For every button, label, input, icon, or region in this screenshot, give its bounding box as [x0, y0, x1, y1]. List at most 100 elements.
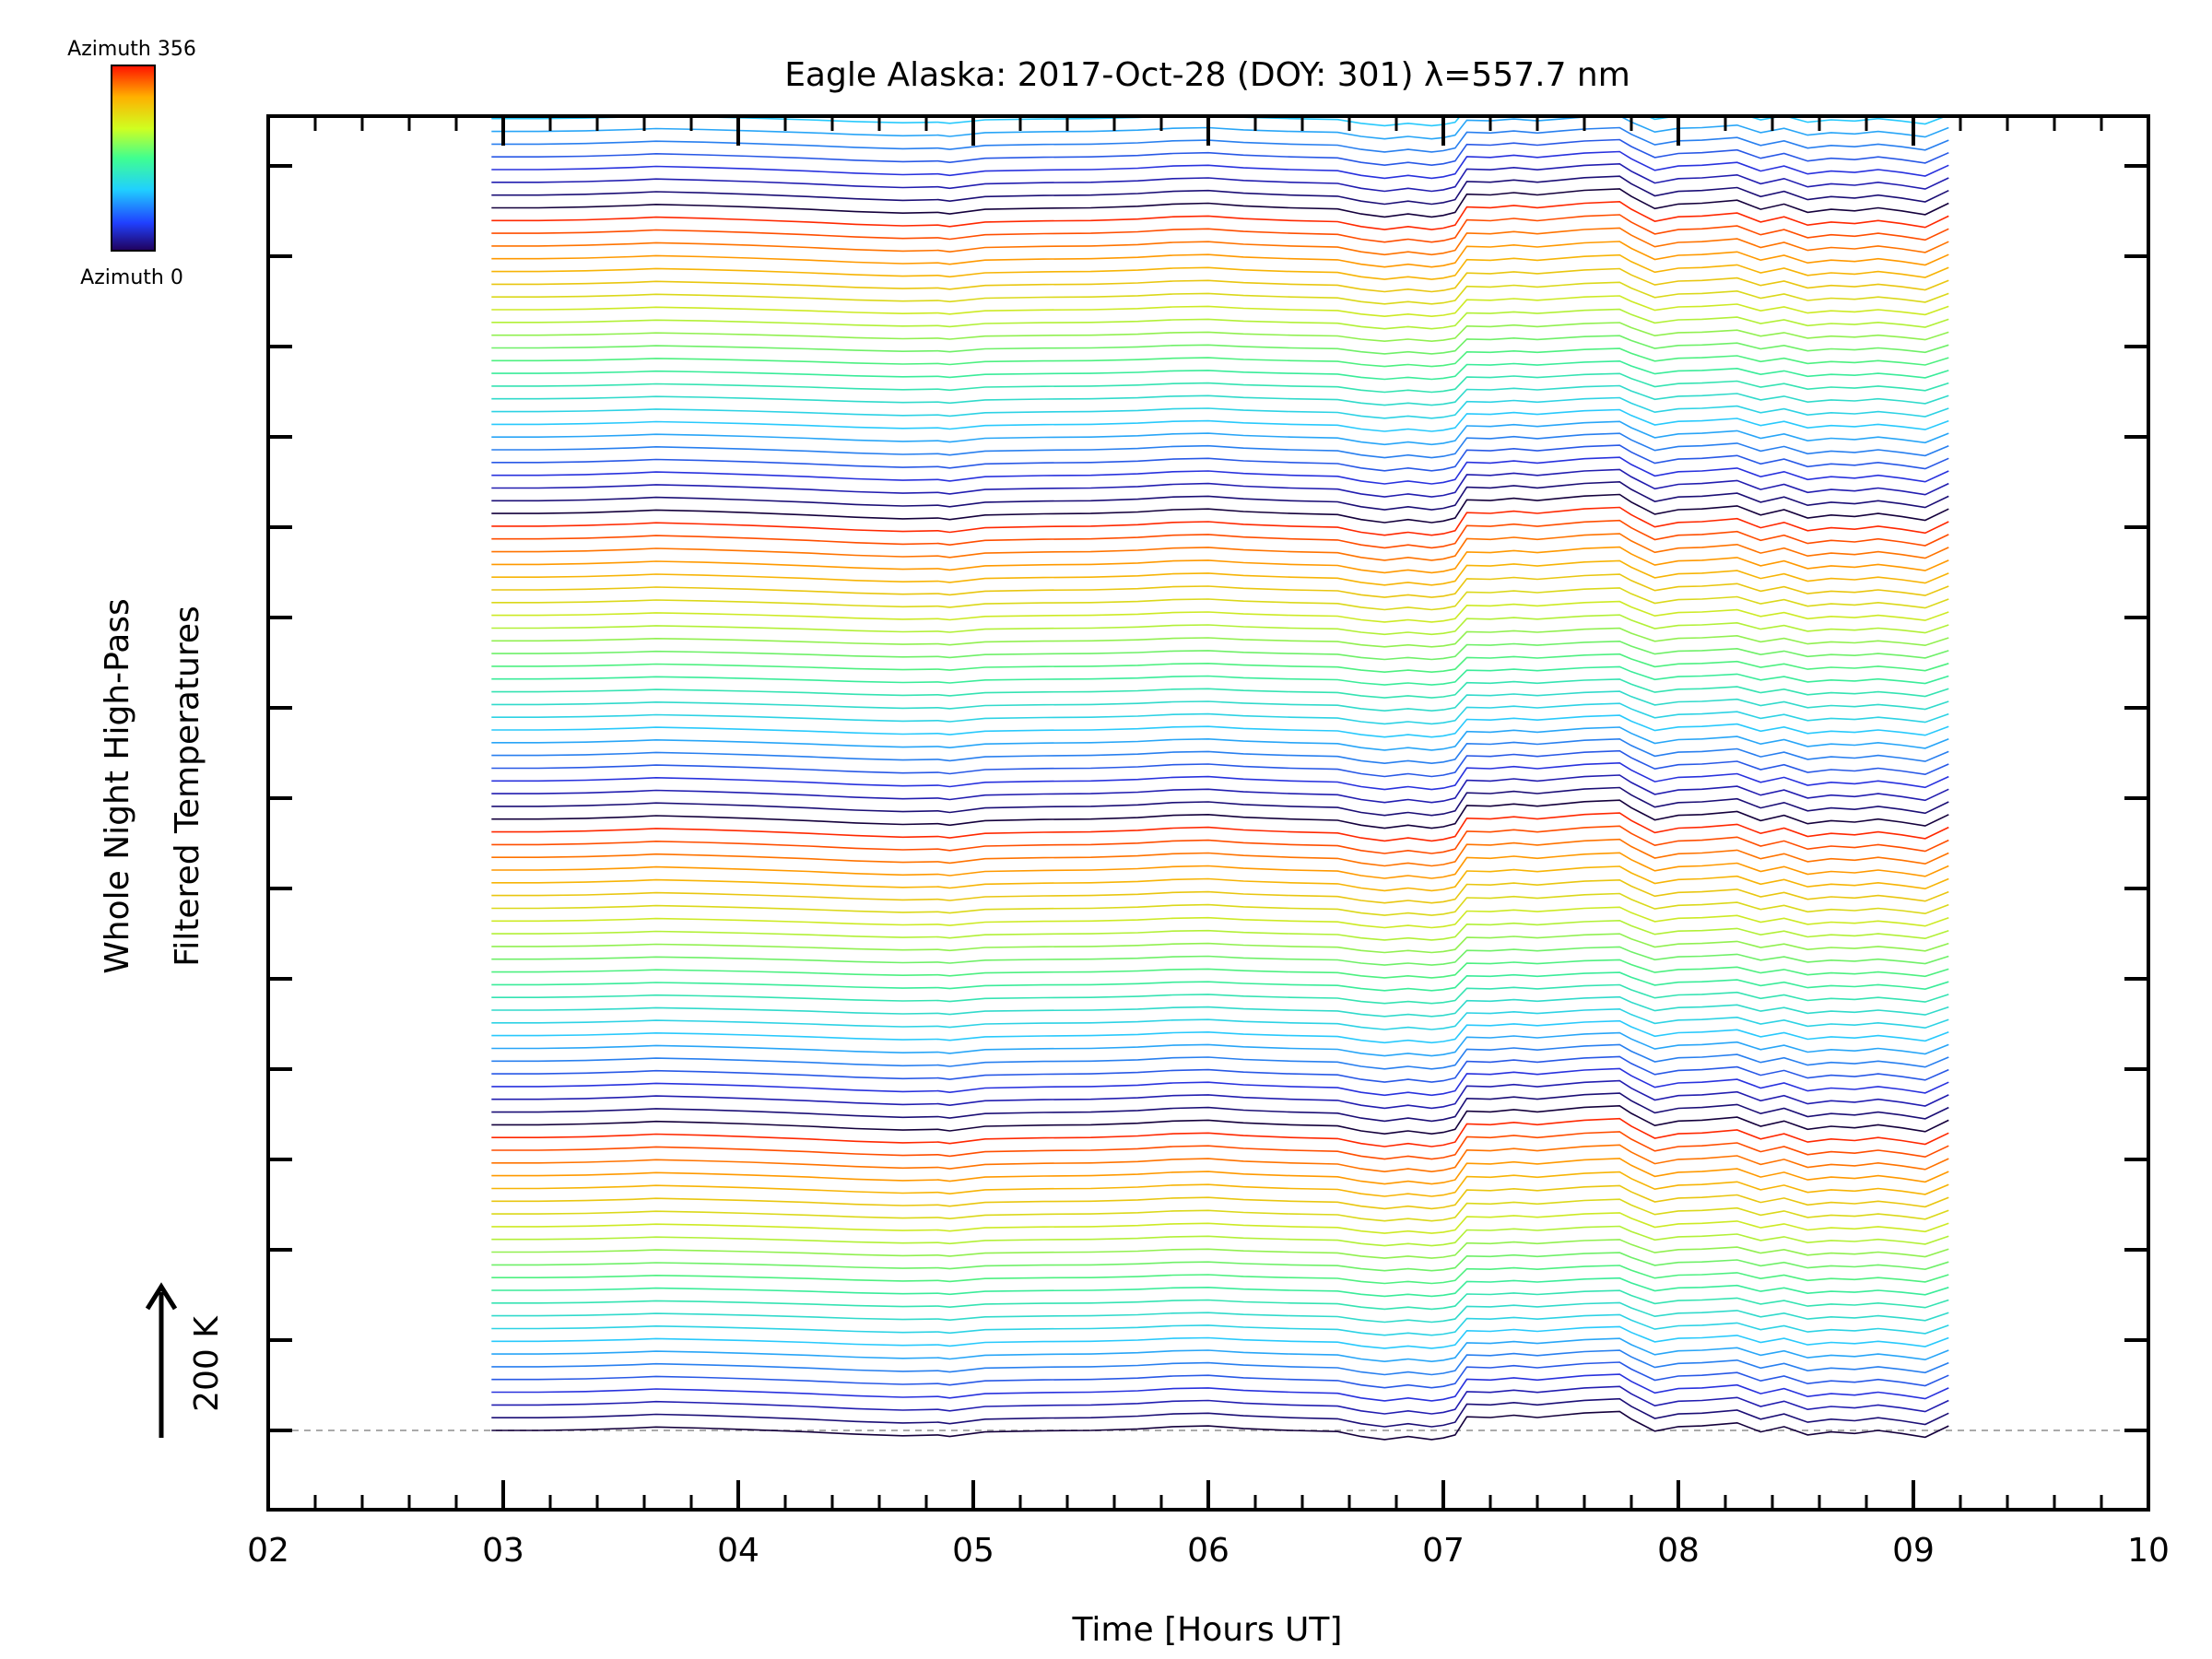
series-line	[491, 983, 1949, 1005]
series-line	[491, 546, 1949, 574]
series-line	[491, 1289, 1949, 1311]
series-line	[491, 559, 1949, 586]
series-line	[491, 138, 1949, 167]
series-line	[491, 878, 1949, 904]
series-line	[491, 573, 1949, 598]
x-tick-label: 03	[482, 1532, 524, 1570]
series-line	[491, 1301, 1949, 1324]
series-line	[491, 384, 1949, 406]
series-line	[491, 838, 1949, 867]
series-line	[491, 533, 1949, 561]
colorbar: Azimuth 356 Azimuth 0	[67, 38, 196, 289]
series-line	[491, 444, 1949, 472]
series-line	[491, 253, 1949, 280]
series-line	[491, 726, 1949, 751]
series-line	[491, 627, 1949, 648]
series-line	[491, 227, 1949, 256]
series-line	[491, 1252, 1949, 1272]
series-line	[491, 267, 1949, 293]
series-line	[491, 295, 1949, 318]
series-line	[491, 587, 1949, 611]
series-line	[491, 408, 1949, 432]
series-line	[491, 1277, 1949, 1298]
series-line	[491, 702, 1949, 725]
x-tick-label: 10	[2127, 1532, 2170, 1570]
series-line	[491, 1158, 1949, 1185]
series-line	[491, 906, 1949, 929]
x-axis-label: Time [Hours UT]	[1072, 1611, 1343, 1649]
series-line	[491, 359, 1949, 381]
series-line	[491, 519, 1949, 549]
series-line	[491, 971, 1949, 992]
series-line	[491, 1055, 1949, 1083]
series-line	[491, 506, 1949, 536]
scale-bar-arrowhead	[145, 1282, 178, 1311]
series-line	[491, 1410, 1949, 1441]
series-line	[491, 825, 1949, 854]
series-line	[491, 690, 1949, 712]
series-line	[491, 714, 1949, 738]
x-tick-label: 09	[1892, 1532, 1935, 1570]
scale-bar-label: 200 K	[188, 1315, 226, 1412]
x-axis: 02 03 04 05 06 07 08 09 10	[247, 116, 2170, 1570]
series-line	[491, 1225, 1949, 1247]
series-line	[491, 30, 1948, 49]
y-axis-title: Whole Night High-Pass Filtered Temperatu…	[99, 598, 206, 974]
series-line	[491, 456, 1949, 485]
series-line	[491, 162, 1949, 193]
series-line	[491, 1265, 1949, 1285]
series-line	[491, 799, 1949, 830]
series-line	[491, 92, 1948, 112]
series-line	[491, 1313, 1949, 1336]
series-line	[491, 946, 1949, 966]
series-line	[491, 786, 1949, 817]
series-line	[491, 1019, 1949, 1044]
series-line	[491, 17, 1948, 35]
series-line	[491, 919, 1949, 941]
colorbar-top-label: Azimuth 356	[67, 38, 196, 61]
x-tick-label: 06	[1187, 1532, 1230, 1570]
series-line	[491, 322, 1949, 343]
series-line	[491, 865, 1949, 892]
x-tick-label: 07	[1422, 1532, 1465, 1570]
series-line	[491, 774, 1949, 804]
series-line	[491, 1131, 1949, 1160]
series-line	[491, 200, 1949, 230]
series-line	[491, 1104, 1949, 1135]
series-line	[491, 1212, 1949, 1234]
series-line	[491, 1239, 1949, 1259]
series-line	[491, 420, 1949, 446]
series-line	[491, 116, 1948, 127]
series-line	[491, 812, 1949, 842]
series-line	[491, 892, 1949, 916]
series-line	[491, 1079, 1949, 1110]
series-line	[491, 614, 1949, 636]
series-line	[491, 1184, 1949, 1210]
series-line	[491, 335, 1949, 355]
series-line	[491, 1385, 1949, 1415]
series-line	[491, 4, 1948, 23]
series-line	[491, 175, 1949, 206]
series-line	[491, 852, 1949, 879]
x-tick-label: 05	[952, 1532, 994, 1570]
series-line	[491, 1092, 1949, 1123]
series-line	[491, 761, 1949, 791]
series-line	[491, 1325, 1949, 1349]
series-group	[491, 0, 1949, 1441]
series-line	[491, 1198, 1949, 1222]
series-line	[491, 1337, 1949, 1363]
series-line	[491, 126, 1949, 153]
series-line	[491, 396, 1949, 419]
series-line	[491, 468, 1949, 498]
series-line	[491, 0, 1948, 11]
series-line	[491, 214, 1949, 243]
series-line	[491, 1007, 1949, 1030]
y-axis-label-line2: Filtered Temperatures	[169, 606, 206, 967]
series-line	[491, 347, 1949, 368]
series-line	[491, 678, 1949, 699]
scale-bar: 200 K	[145, 1282, 226, 1438]
series-line	[491, 241, 1949, 268]
series-line	[491, 737, 1949, 765]
series-line	[491, 653, 1949, 674]
